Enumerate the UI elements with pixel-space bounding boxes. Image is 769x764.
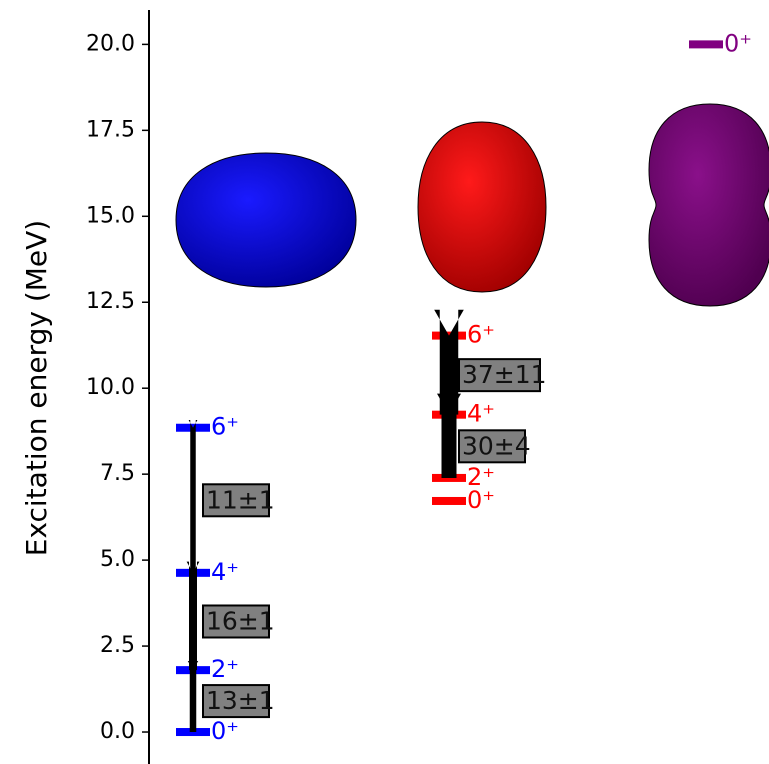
transition-label: 13±1	[206, 686, 275, 715]
level	[689, 40, 723, 48]
level-label: 0⁺	[724, 29, 752, 57]
transition-label: 11±1	[206, 485, 275, 514]
y-tick-label: 17.5	[86, 117, 135, 142]
level-label: 2⁺	[211, 655, 239, 683]
y-tick-label: 15.0	[86, 203, 135, 228]
y-tick-label: 20.0	[86, 31, 135, 56]
y-tick-label: 2.5	[100, 633, 135, 658]
transition-label: 30±4	[462, 431, 531, 460]
transition-label: 37±11	[462, 360, 547, 389]
y-axis-label: Excitation energy (MeV)	[20, 220, 53, 556]
transition-arrow	[189, 420, 198, 573]
level-label: 6⁺	[467, 321, 495, 349]
y-tick-label: 12.5	[86, 289, 135, 314]
shape-oblate	[176, 153, 356, 287]
y-tick-label: 10.0	[86, 375, 135, 400]
level-label: 4⁺	[467, 400, 495, 428]
y-tick-label: 7.5	[100, 461, 135, 486]
shape-prolate	[418, 122, 546, 292]
level-label: 2⁺	[467, 463, 495, 491]
nucleus-shapes	[176, 104, 769, 306]
shape-superdeformed	[649, 104, 769, 306]
level-label: 0⁺	[211, 717, 239, 745]
level	[432, 497, 466, 505]
chart: Excitation energy (MeV) 0.0 2.5 5.0 7.5 10.0…	[0, 0, 769, 764]
transition-label: 16±1	[206, 606, 275, 635]
level-label: 6⁺	[211, 413, 239, 441]
y-tick-label: 0.0	[100, 719, 135, 744]
transition-arrow	[187, 562, 200, 671]
y-tick-label: 5.0	[100, 547, 135, 572]
level-label: 4⁺	[211, 558, 239, 586]
